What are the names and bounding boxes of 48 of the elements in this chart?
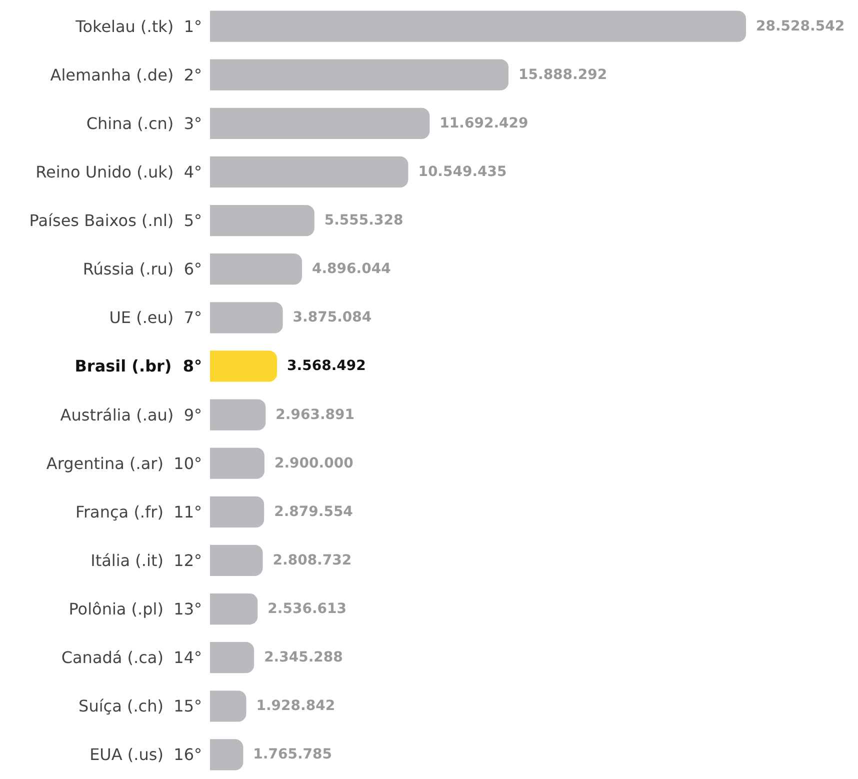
y-tick-label: Canadá (.ca) 14° <box>61 648 202 668</box>
bar <box>210 59 509 90</box>
bar <box>210 254 302 285</box>
bar <box>210 108 430 139</box>
y-tick-label: Reino Unido (.uk) 4° <box>36 162 202 182</box>
bar <box>210 448 264 479</box>
y-tick-label: Alemanha (.de) 2° <box>50 65 202 84</box>
y-tick-label: Brasil (.br) 8° <box>74 356 202 376</box>
bar <box>210 399 266 430</box>
data-label: 3.568.492 <box>287 358 366 374</box>
y-tick-label: Polônia (.pl) 13° <box>68 600 202 619</box>
y-tick-label: Suíça (.ch) 15° <box>78 696 202 716</box>
bar <box>210 739 244 770</box>
y-tick-label: Austrália (.au) 9° <box>60 405 202 424</box>
y-tick-label: França (.fr) 11° <box>75 502 202 522</box>
bar <box>210 302 283 334</box>
bar <box>210 496 264 528</box>
data-label: 1.765.785 <box>253 746 332 763</box>
y-tick-label: Países Baixos (.nl) 5° <box>29 211 202 230</box>
y-tick-label: EUA (.us) 16° <box>90 745 202 764</box>
bar <box>210 593 258 625</box>
data-label: 2.345.288 <box>264 650 343 666</box>
data-label: 4.896.044 <box>312 261 392 278</box>
bar <box>210 544 263 576</box>
bar <box>210 690 246 722</box>
y-tick-label: Itália (.it) 12° <box>90 550 202 570</box>
data-label: 2.808.732 <box>272 552 352 568</box>
bar <box>210 642 254 674</box>
bar <box>210 204 314 236</box>
data-label: 15.888.292 <box>518 66 608 83</box>
bar <box>210 10 746 42</box>
y-tick-label: Argentina (.ar) 10° <box>46 454 202 473</box>
data-label: 1.928.842 <box>256 698 336 714</box>
data-label: 10.549.435 <box>418 164 507 180</box>
data-label: 2.536.613 <box>268 601 346 618</box>
data-label: 11.692.429 <box>440 115 528 132</box>
bar <box>210 350 278 382</box>
bar <box>210 156 408 188</box>
y-tick-label: Rússia (.ru) 6° <box>82 260 202 279</box>
data-label: 5.555.328 <box>324 212 404 229</box>
data-label: 28.528.542 <box>756 18 845 34</box>
y-tick-label: UE (.eu) 7° <box>109 308 202 328</box>
data-label: 2.879.554 <box>274 504 354 520</box>
y-tick-label: Tokelau (.tk) 1° <box>74 16 202 36</box>
y-tick-label: China (.cn) 3° <box>86 114 202 133</box>
data-label: 3.875.084 <box>292 310 372 326</box>
data-label: 2.963.891 <box>276 406 355 423</box>
data-label: 2.900.000 <box>274 455 354 472</box>
